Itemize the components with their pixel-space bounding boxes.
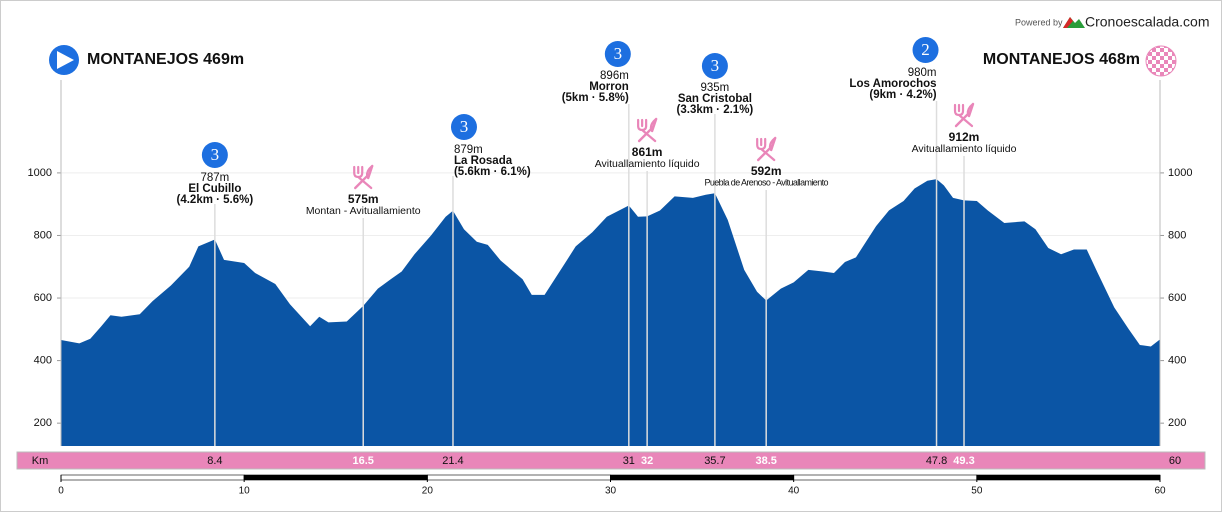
climb-category: 2 (921, 40, 930, 59)
climb-marker (912, 37, 939, 63)
climb-category: 3 (211, 145, 220, 164)
scale-segment (427, 474, 611, 481)
fork (637, 118, 657, 143)
km-bar (16, 451, 1206, 470)
feed-icon (637, 117, 658, 143)
climb-category: 3 (711, 56, 720, 75)
feed-name: Avituallamiento líquido (912, 143, 1017, 155)
climb-label: 935m (701, 82, 730, 94)
end-km: 60 (1169, 455, 1181, 467)
x-tick-label: 0 (58, 486, 64, 497)
y2-tick-label: 200 (1168, 417, 1186, 429)
climb-label: 896m (600, 70, 629, 82)
climb-label: 787m (200, 172, 229, 184)
start-icon (49, 45, 79, 75)
y-tick-label: 600 (34, 292, 52, 304)
climb-name: Los Amorochos (849, 78, 936, 90)
climb-detail: (3.3km · 2.1%) (677, 104, 754, 116)
climb-detail: (5km · 5.8%) (562, 92, 629, 104)
y-tick-label: 1000 (28, 167, 52, 179)
brand-logo (1063, 17, 1085, 28)
climb-km: 8.4 (207, 455, 222, 467)
knife (637, 117, 658, 143)
feed-km: 38.5 (755, 455, 776, 467)
feed-icon (353, 164, 374, 190)
feed-name: Puebla de Arenoso - Avituallamiento (704, 177, 828, 187)
climb-category: 3 (614, 44, 623, 63)
feed-label: 575m (348, 192, 379, 206)
climb-km: 47.8 (926, 455, 947, 467)
climb-marker (450, 114, 477, 140)
elevation-area (61, 179, 1160, 446)
y-tick-label: 400 (34, 355, 52, 367)
brand: Cronoescalada.com (1085, 14, 1210, 30)
scale-segment (60, 474, 245, 481)
y2-tick-label: 400 (1168, 355, 1186, 367)
climb-marker (604, 41, 631, 67)
x-tick-label: 30 (605, 486, 617, 497)
climb-marker (701, 53, 728, 79)
finish-label: MONTANEJOS 468m (983, 51, 1140, 68)
scale-segment (793, 474, 978, 481)
climb-detail: (5.6km · 6.1%) (454, 166, 531, 178)
feed-icon (953, 102, 975, 128)
y2-tick-label: 800 (1168, 229, 1186, 241)
knife (354, 164, 374, 190)
powered-by: Powered by (1015, 17, 1063, 27)
climb-label: 980m (908, 67, 937, 79)
feed-name: Montan - Avituallamiento (306, 205, 421, 217)
knife (954, 102, 975, 128)
y-tick-label: 200 (34, 417, 52, 429)
x-tick-label: 10 (239, 486, 251, 497)
climb-category: 3 (460, 117, 469, 136)
scale-segment (243, 474, 428, 481)
knife (756, 136, 777, 162)
scale-segment (610, 474, 794, 481)
fork (756, 137, 776, 162)
climb-marker (201, 142, 228, 168)
climb-detail: (4.2km · 5.6%) (177, 194, 254, 206)
climb-km: 31 (623, 455, 635, 467)
feed-label: 861m (632, 145, 663, 159)
fork (953, 103, 974, 128)
x-tick-label: 20 (422, 486, 434, 497)
feed-label: 592m (751, 164, 782, 178)
feed-icon (756, 136, 777, 162)
climb-name: Morron (589, 81, 629, 93)
feed-label: 912m (949, 130, 980, 144)
x-tick-label: 50 (971, 486, 983, 497)
y2-tick-label: 600 (1168, 292, 1186, 304)
climb-detail: (9km · 4.2%) (869, 89, 936, 101)
fork (353, 165, 373, 190)
scale-segment (976, 474, 1161, 481)
y2-tick-label: 1000 (1168, 167, 1192, 179)
feed-km: 32 (641, 455, 653, 467)
finish-icon (1145, 45, 1177, 77)
climb-name: El Cubillo (188, 183, 241, 195)
start-label: MONTANEJOS 469m (87, 51, 244, 68)
climb-name: La Rosada (454, 155, 513, 167)
km-label: Km (32, 455, 49, 467)
feed-km: 16.5 (353, 455, 374, 467)
climb-label: 879m (454, 144, 483, 156)
y-tick-label: 800 (34, 229, 52, 241)
x-tick-label: 40 (788, 486, 800, 497)
climb-name: San Cristobal (678, 93, 752, 105)
x-tick-label: 60 (1154, 486, 1166, 497)
climb-km: 21.4 (442, 455, 463, 467)
feed-km: 49.3 (953, 455, 974, 467)
feed-name: Avituallamiento líquido (595, 158, 700, 170)
climb-km: 35.7 (704, 455, 725, 467)
